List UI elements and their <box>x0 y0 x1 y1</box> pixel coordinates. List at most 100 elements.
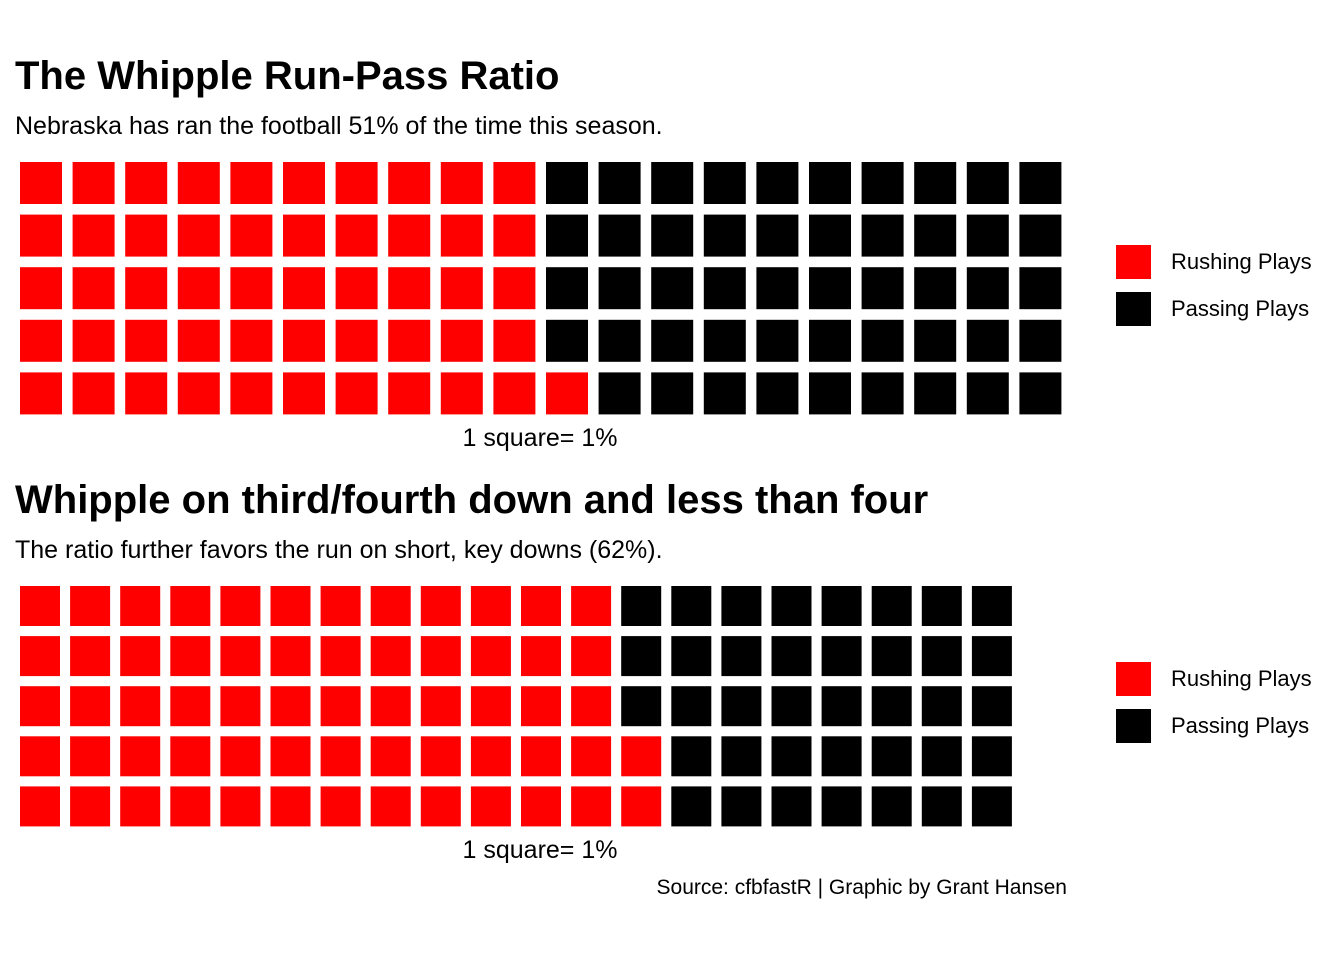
waffle-square-passing <box>651 214 694 257</box>
waffle-square-passing <box>914 267 957 310</box>
waffle-square-passing <box>721 636 762 677</box>
legend-key-passing <box>1116 292 1151 326</box>
waffle-square-rushing <box>220 786 261 827</box>
legend-item-passing: Passing Plays <box>1116 292 1326 326</box>
waffle-square-passing <box>1019 162 1062 204</box>
waffle-square-passing <box>966 214 1009 257</box>
waffle-square-rushing <box>420 736 461 777</box>
waffle-square-rushing <box>493 319 536 362</box>
waffle-square-rushing <box>521 736 561 777</box>
waffle-square-rushing <box>546 372 588 415</box>
waffle-square-rushing <box>120 686 161 727</box>
waffle-square-rushing <box>120 736 161 777</box>
waffle-square-rushing <box>20 319 62 362</box>
waffle-square-passing <box>721 586 762 626</box>
waffle-square-rushing <box>388 319 431 362</box>
waffle-square-rushing <box>283 267 325 310</box>
waffle-square-rushing <box>420 586 461 626</box>
waffle-square-passing <box>809 162 851 204</box>
waffle-square-passing <box>971 586 1012 626</box>
chart-1-caption: 1 square= 1% <box>462 424 618 452</box>
waffle-square-rushing <box>120 636 161 677</box>
waffle-square-passing <box>914 319 957 362</box>
waffle-square-passing <box>703 162 746 204</box>
waffle-square-rushing <box>320 636 361 677</box>
waffle-square-passing <box>756 319 799 362</box>
waffle-square-rushing <box>20 162 62 204</box>
waffle-square-rushing <box>493 267 536 310</box>
waffle-square-rushing <box>170 586 211 626</box>
waffle-square-rushing <box>70 636 111 677</box>
waffle-square-passing <box>703 214 746 257</box>
waffle-square-passing <box>546 214 588 257</box>
waffle-square-rushing <box>521 686 561 727</box>
waffle-square-rushing <box>571 686 612 727</box>
chart-1-title: The Whipple Run-Pass Ratio <box>15 54 560 98</box>
waffle-square-passing <box>921 586 962 626</box>
waffle-square-passing <box>1019 319 1062 362</box>
waffle-square-passing <box>771 586 812 626</box>
waffle-square-passing <box>871 736 912 777</box>
waffle-square-passing <box>821 586 862 626</box>
waffle-square-passing <box>971 636 1012 677</box>
waffle-square-rushing <box>571 736 612 777</box>
waffle-square-passing <box>914 372 957 415</box>
waffle-square-passing <box>809 214 851 257</box>
waffle-square-passing <box>721 736 762 777</box>
waffle-square-rushing <box>70 686 111 727</box>
waffle-square-rushing <box>420 786 461 827</box>
waffle-square-passing <box>651 162 694 204</box>
waffle-square-rushing <box>230 319 273 362</box>
waffle-square-rushing <box>440 214 483 257</box>
waffle-square-passing <box>921 686 962 727</box>
waffle-square-rushing <box>470 686 511 727</box>
waffle-square-rushing <box>230 214 273 257</box>
waffle-square-rushing <box>125 214 168 257</box>
waffle-square-passing <box>871 636 912 677</box>
waffle-square-passing <box>1019 267 1062 310</box>
waffle-square-passing <box>703 319 746 362</box>
waffle-square-rushing <box>521 586 561 626</box>
waffle-square-passing <box>546 162 588 204</box>
legend-item-passing: Passing Plays <box>1116 709 1326 743</box>
waffle-square-rushing <box>120 786 161 827</box>
waffle-square-rushing <box>470 636 511 677</box>
waffle-square-rushing <box>283 162 325 204</box>
waffle-square-rushing <box>72 162 115 204</box>
waffle-square-passing <box>621 686 662 727</box>
waffle-square-passing <box>1019 372 1062 415</box>
legend-item-rushing: Rushing Plays <box>1116 662 1326 696</box>
waffle-square-rushing <box>177 214 220 257</box>
waffle-square-passing <box>756 267 799 310</box>
waffle-square-rushing <box>388 162 431 204</box>
waffle-square-rushing <box>388 214 431 257</box>
waffle-square-passing <box>821 736 862 777</box>
waffle-square-rushing <box>270 686 311 727</box>
waffle-square-passing <box>703 267 746 310</box>
waffle-square-rushing <box>125 372 168 415</box>
waffle-square-rushing <box>177 319 220 362</box>
waffle-square-rushing <box>20 686 60 727</box>
waffle-square-rushing <box>470 586 511 626</box>
waffle-square-rushing <box>571 636 612 677</box>
waffle-square-passing <box>771 686 812 727</box>
waffle-square-rushing <box>440 267 483 310</box>
waffle-square-passing <box>966 319 1009 362</box>
waffle-square-passing <box>756 214 799 257</box>
waffle-square-passing <box>809 267 851 310</box>
waffle-square-rushing <box>571 586 612 626</box>
waffle-square-rushing <box>370 736 411 777</box>
waffle-square-passing <box>861 267 904 310</box>
waffle-square-passing <box>671 786 712 827</box>
waffle-square-rushing <box>283 319 325 362</box>
waffle-square-rushing <box>335 162 378 204</box>
waffle-square-passing <box>621 636 662 677</box>
waffle-square-passing <box>921 636 962 677</box>
chart-2-subtitle: The ratio further favors the run on shor… <box>15 536 663 564</box>
waffle-square-rushing <box>621 736 662 777</box>
waffle-square-passing <box>546 267 588 310</box>
waffle-square-rushing <box>335 319 378 362</box>
waffle-square-passing <box>771 736 812 777</box>
chart-2-title: Whipple on third/fourth down and less th… <box>15 478 929 522</box>
waffle-square-passing <box>921 786 962 827</box>
